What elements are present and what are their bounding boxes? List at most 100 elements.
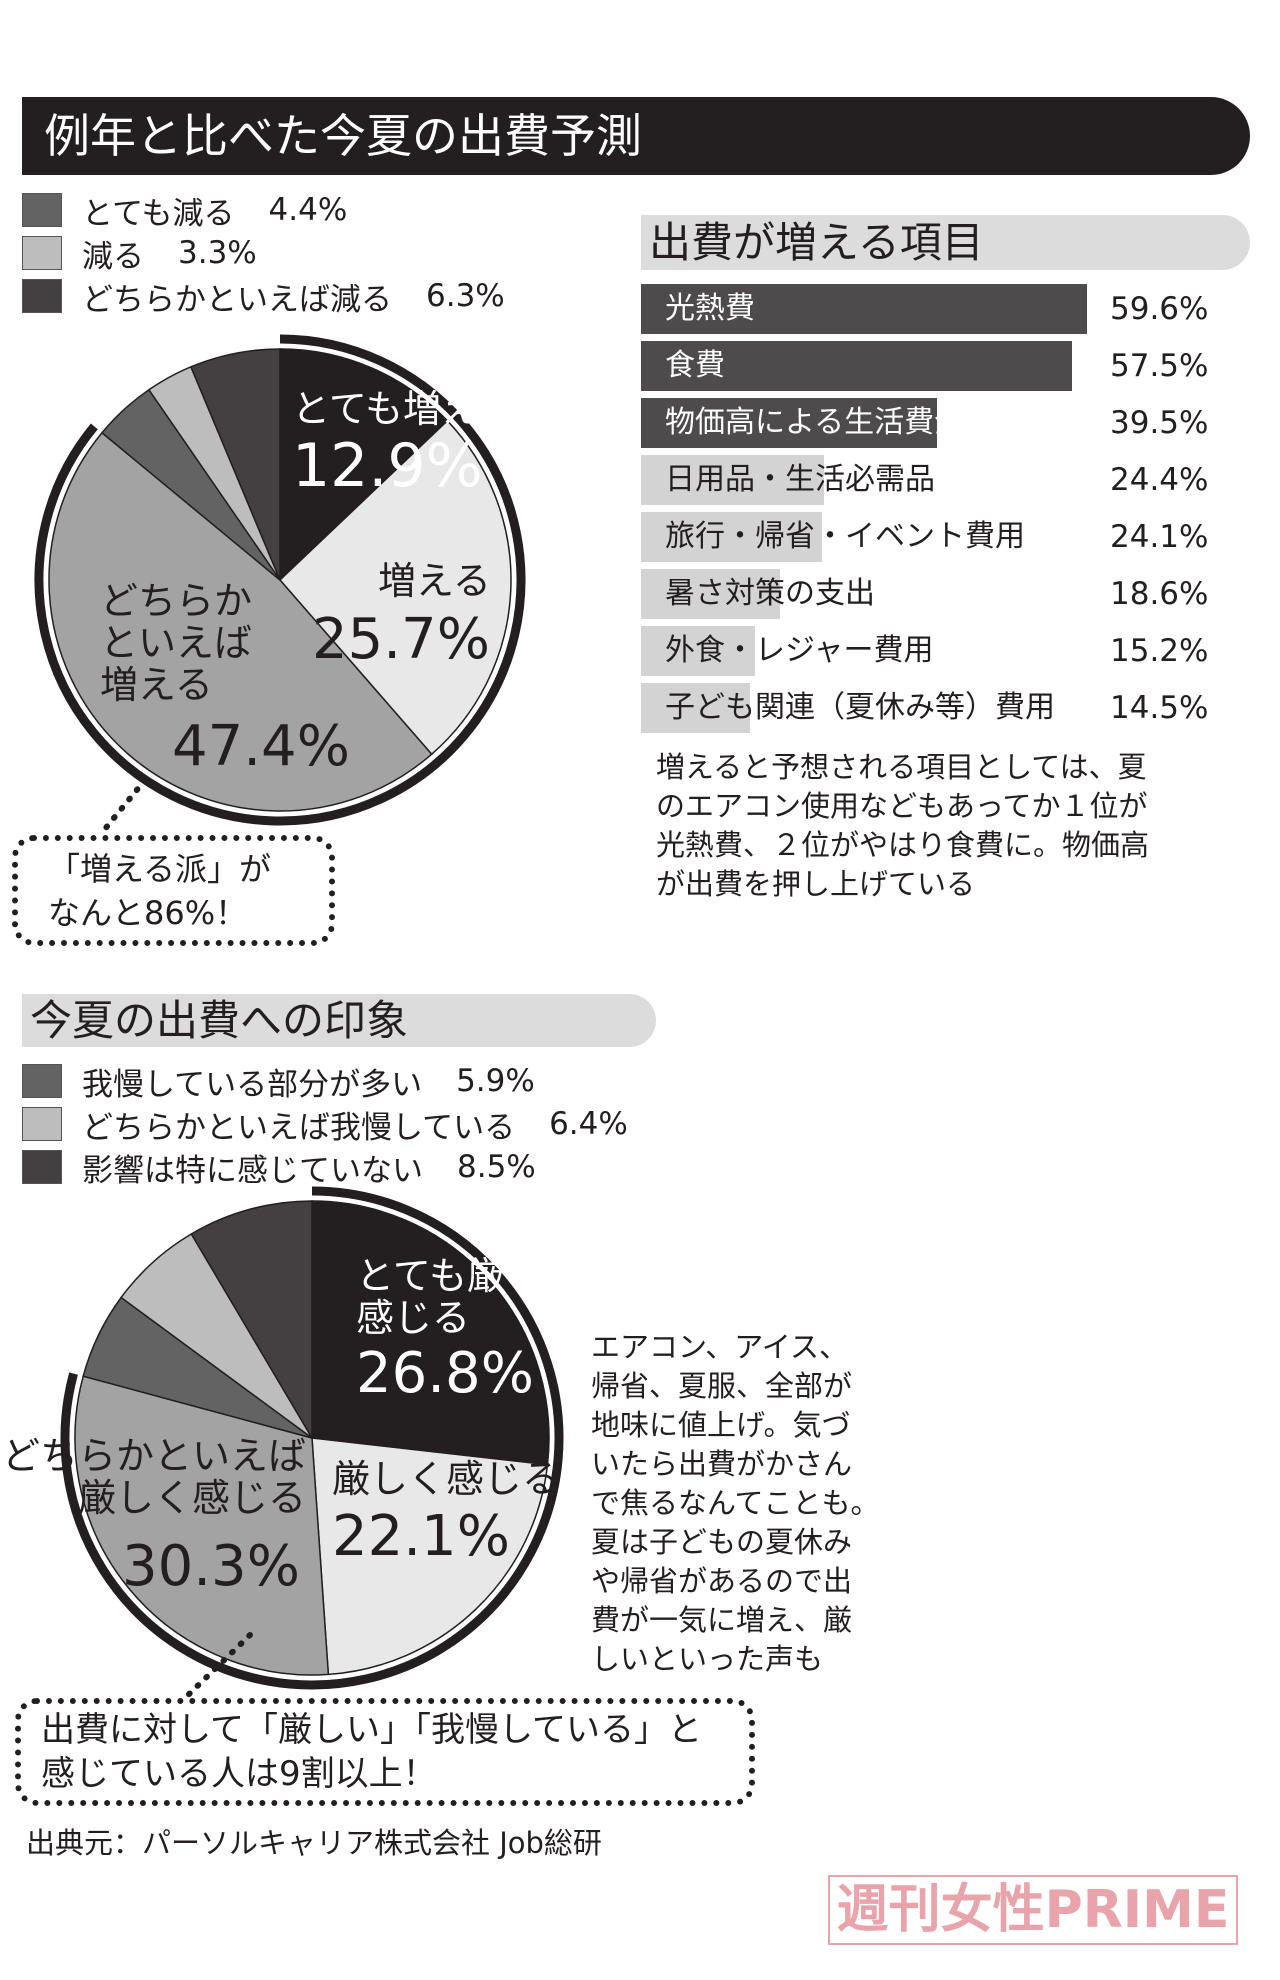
text-line: しいといった声も [591, 1642, 824, 1676]
bar-row: 子ども関連（夏休み等）費用 14.5% [641, 683, 1241, 733]
pie-slice-0 [279, 348, 449, 582]
label: とても増える [292, 387, 516, 431]
text-line: のエアコン使用などもあってか１位が [656, 789, 1148, 823]
legend-label: どちらかといえば我慢している [82, 1109, 516, 1146]
text-line: で焦るなんてことも。 [591, 1486, 880, 1520]
pie1-label-increase: 増える [378, 559, 491, 604]
label: どちらかといえば [1, 1434, 306, 1478]
legend-swatch [22, 193, 62, 227]
bar-value: 14.5% [1110, 690, 1209, 726]
value: 22.1% [332, 1503, 510, 1569]
bar [641, 569, 781, 619]
legend-item: どちらかといえば減る 6.3% [22, 276, 505, 318]
legend-swatch [22, 279, 62, 313]
label: といえば [100, 621, 253, 665]
bar-label: 暑さ対策の支出 [665, 576, 875, 611]
legend-value: 8.5% [457, 1149, 536, 1185]
bar [641, 683, 750, 733]
pie-slice-1 [311, 1437, 549, 1676]
pie2-label-somewhat-severe: どちらかといえば 厳しく感じる [0, 1435, 306, 1519]
callout-line: 感じている人は9割以上！ [41, 1754, 437, 1794]
text-line: 地味に値上げ。気づ [591, 1408, 851, 1442]
pie2-value-somewhat-severe: 30.3% [122, 1534, 300, 1599]
bar [641, 284, 1088, 334]
section-title-items: 出費が増える項目 [641, 215, 1250, 270]
highlight-arc [34, 334, 526, 826]
callout-severe: 出費に対して「厳しい」「我慢している」と 感じている人は9割以上！ [15, 1698, 755, 1806]
source-credit: 出典元：パーソルキャリア株式会社 Job総研 [26, 1826, 602, 1860]
pie-slice-2 [48, 431, 433, 812]
pie2-label-very-severe: とても厳しく 感じる 26.8% [356, 1255, 581, 1409]
pie-slice-1 [278, 419, 512, 756]
legend-label: とても減る [82, 195, 235, 232]
callout-connector [182, 1632, 253, 1700]
legend-swatch [22, 1150, 62, 1184]
pie1-value-somewhat-increase: 47.4% [172, 714, 350, 779]
pie-impression [60, 1186, 564, 1700]
bar-label: 物価高による生活費全般 [665, 405, 995, 440]
legend-value: 3.3% [178, 235, 257, 271]
legend-swatch [22, 1064, 62, 1098]
bar-label: 旅行・帰省・イベント費用 [665, 519, 1025, 554]
bar-value: 15.2% [1110, 633, 1209, 669]
legend-value: 6.3% [426, 278, 505, 314]
bar-label: 食費 [665, 348, 725, 383]
description-items: 増えると予想される項目としては、夏 のエアコン使用などもあってか１位が 光熱費、２位… [656, 748, 1149, 904]
bar-label: 外食・レジャー費用 [665, 633, 934, 668]
bar-label: 日用品・生活必需品 [665, 462, 935, 497]
bar-row: 外食・レジャー費用 15.2% [641, 626, 1241, 676]
pie1-label-somewhat-increase: どちらか といえば 増える [100, 580, 252, 706]
bar-row: 食費 57.5% [641, 341, 1241, 391]
label: とても厳しく [356, 1254, 581, 1298]
pie1-label-very-increase: とても増える 12.9% [292, 387, 516, 501]
callout-line: 「増える派」が [48, 850, 272, 888]
text-line: いたら出費がかさん [591, 1447, 853, 1481]
bar [641, 626, 755, 676]
text-line: 帰省、夏服、全部が [591, 1369, 853, 1403]
text-line: や帰省があるので出 [591, 1564, 853, 1598]
text-line: 増えると予想される項目としては、夏 [656, 750, 1147, 784]
section-title-impression: 今夏の出費への印象 [22, 994, 656, 1047]
bar-row: 暑さ対策の支出 18.6% [641, 569, 1241, 619]
watermark-logo: 週刊女性PRIME [828, 1875, 1238, 1945]
legend-value: 4.4% [268, 192, 348, 228]
legend-item: 我慢している部分が多い 5.9% [22, 1061, 535, 1103]
bar [641, 398, 937, 448]
text-line: 夏は子どもの夏休み [591, 1525, 853, 1559]
pie2-label-severe: 厳しく感じる 22.1% [332, 1457, 560, 1572]
label: 増える [378, 559, 491, 603]
label: 増える [100, 663, 213, 707]
bar [641, 455, 824, 505]
pie-slice-0 [311, 1200, 550, 1466]
text-line: が出費を押し上げている [656, 867, 976, 901]
highlight-arc [60, 1186, 564, 1690]
bar-row: 物価高による生活費全般 39.5% [641, 398, 1241, 448]
pie-slice-2 [74, 1375, 330, 1676]
text-line: 費が一気に増え、厳 [591, 1603, 853, 1637]
pie1-value-increase: 25.7% [312, 607, 490, 672]
bar-row: 旅行・帰省・イベント費用 24.1% [641, 512, 1241, 562]
legend-label: 我慢している部分が多い [82, 1066, 423, 1103]
bar [641, 512, 822, 562]
legend-label: どちらかといえば減る [82, 281, 392, 318]
callout-increase: 「増える派」が なんと86%！ [12, 835, 335, 946]
bar-value: 39.5% [1110, 405, 1209, 441]
page-title: 例年と比べた今夏の出費予測 [22, 97, 1250, 175]
text-line: 光熱費、２位がやはり食費に。物価高 [656, 828, 1150, 862]
value: 26.8% [356, 1341, 534, 1406]
legend-swatch [22, 1107, 62, 1141]
callout-connector [97, 777, 148, 838]
bar-value: 24.4% [1110, 462, 1209, 498]
pie-slice-5 [190, 1200, 313, 1441]
value: 12.9% [292, 430, 483, 501]
legend-value: 6.4% [549, 1106, 628, 1142]
legend-value: 5.9% [456, 1063, 535, 1099]
text-line: エアコン、アイス、 [591, 1330, 848, 1364]
bar-value: 59.6% [1110, 291, 1209, 327]
callout-line: なんと86%！ [48, 894, 248, 932]
legend-item: 減る 3.3% [22, 233, 257, 275]
bar-value: 18.6% [1110, 576, 1209, 612]
legend-item: どちらかといえば我慢している 6.4% [22, 1104, 628, 1146]
legend-label: 影響は特に感じていない [82, 1152, 423, 1189]
bar-row: 日用品・生活必需品 24.4% [641, 455, 1241, 505]
